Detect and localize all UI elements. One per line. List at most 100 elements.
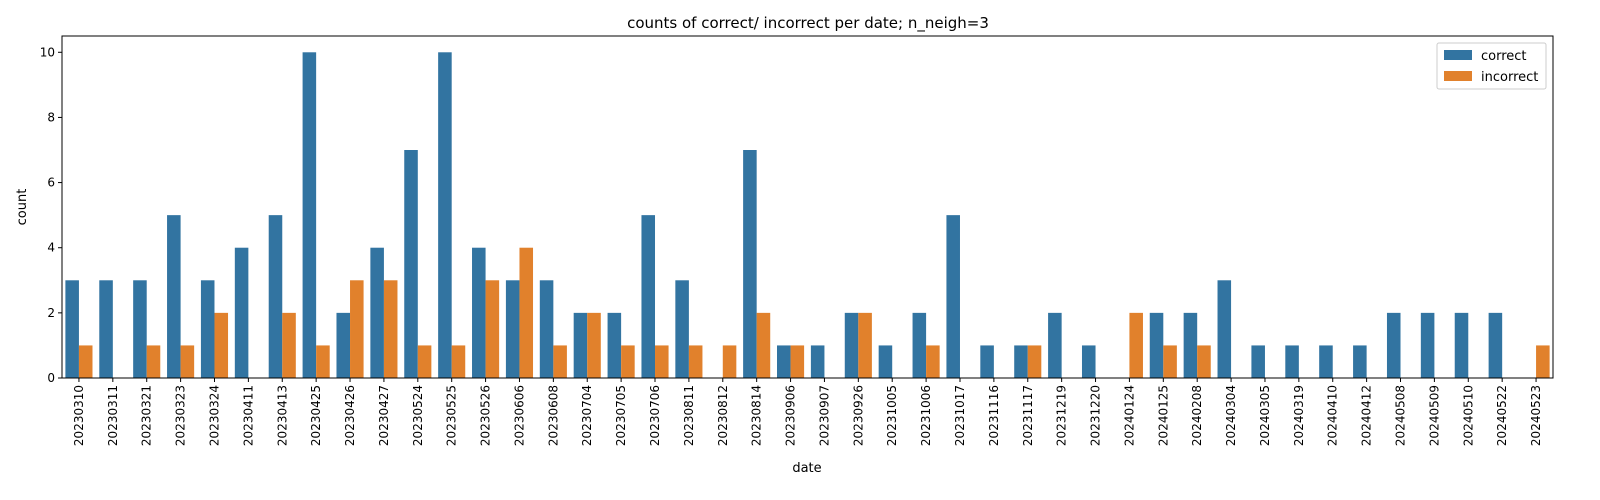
x-tick-label: 20240522 bbox=[1495, 385, 1509, 446]
bar-incorrect-20230812 bbox=[722, 345, 737, 378]
bar-correct-20240410 bbox=[1319, 345, 1333, 378]
x-tick-label: 20230906 bbox=[784, 385, 798, 446]
x-tick-label: 20230606 bbox=[512, 385, 526, 446]
bar-incorrect-20231117 bbox=[1027, 345, 1042, 378]
legend: correct incorrect bbox=[1436, 42, 1547, 90]
bar-correct-20230413 bbox=[268, 215, 283, 378]
bar-incorrect-20230324 bbox=[214, 312, 229, 378]
bar-correct-20230524 bbox=[404, 150, 418, 378]
x-tick-label: 20230812 bbox=[716, 385, 730, 446]
x-tick-label: 20230525 bbox=[445, 385, 459, 446]
bar-incorrect-20240208 bbox=[1197, 345, 1211, 378]
x-tick-label: 20230526 bbox=[479, 385, 493, 446]
x-tick-label: 20230705 bbox=[614, 385, 628, 446]
legend-swatch-correct bbox=[1444, 50, 1472, 60]
x-tick-label: 20240319 bbox=[1292, 385, 1306, 446]
x-tick-label: 20231006 bbox=[919, 385, 933, 446]
bar-correct-20231017 bbox=[946, 215, 960, 378]
x-tick-label: 20230425 bbox=[309, 385, 323, 446]
y-tick-label: 6 bbox=[47, 176, 55, 190]
bar-correct-20230606 bbox=[505, 280, 520, 378]
bar-correct-20231006 bbox=[912, 312, 927, 378]
bar-incorrect-20230427 bbox=[383, 280, 398, 378]
bar-incorrect-20230425 bbox=[316, 345, 330, 378]
bar-incorrect-20240125 bbox=[1163, 345, 1177, 378]
bar-incorrect-20230526 bbox=[485, 280, 500, 378]
x-tick-label: 20230704 bbox=[580, 385, 594, 446]
bar-correct-20230323 bbox=[167, 215, 181, 378]
x-tick-label: 20231220 bbox=[1089, 385, 1103, 446]
x-tick-label: 20240523 bbox=[1529, 385, 1543, 446]
bar-correct-20230411 bbox=[234, 247, 249, 378]
bar-incorrect-20230606 bbox=[519, 247, 534, 378]
bar-incorrect-20230413 bbox=[282, 312, 296, 378]
legend-label-incorrect: incorrect bbox=[1481, 70, 1538, 85]
bar-correct-20230426 bbox=[336, 312, 351, 378]
bar-incorrect-20240124 bbox=[1129, 312, 1143, 378]
x-tick-label: 20230926 bbox=[851, 385, 865, 446]
x-tick-label: 20231219 bbox=[1055, 385, 1069, 446]
y-tick-label: 2 bbox=[47, 306, 55, 320]
bar-correct-20240522 bbox=[1488, 312, 1503, 378]
bar-correct-20230525 bbox=[438, 52, 452, 378]
x-tick-label: 20231005 bbox=[885, 385, 899, 446]
x-tick-label: 20230311 bbox=[106, 385, 120, 446]
bar-correct-20230321 bbox=[133, 280, 147, 378]
x-tick-label: 20230811 bbox=[682, 385, 696, 446]
bar-correct-20240319 bbox=[1285, 345, 1299, 378]
bar-correct-20230907 bbox=[810, 345, 825, 378]
bar-incorrect-20230608 bbox=[553, 345, 567, 378]
x-tick-label: 20230411 bbox=[241, 385, 255, 446]
x-tick-label: 20240510 bbox=[1461, 385, 1475, 446]
x-tick-label: 20231017 bbox=[953, 385, 967, 446]
bar-correct-20230705 bbox=[607, 312, 622, 378]
bar-correct-20230906 bbox=[777, 345, 791, 378]
bar-correct-20240509 bbox=[1420, 312, 1435, 378]
y-axis-ticks: 0 2 4 6 8 10 bbox=[40, 45, 62, 385]
x-tick-label: 20230608 bbox=[546, 385, 560, 446]
x-tick-label: 20240305 bbox=[1258, 385, 1272, 446]
y-axis-label: count bbox=[15, 189, 30, 226]
bar-correct-20240125 bbox=[1149, 312, 1164, 378]
x-axis-label: date bbox=[792, 461, 821, 476]
bar-correct-20231219 bbox=[1048, 312, 1062, 378]
y-tick-label: 10 bbox=[40, 45, 55, 59]
bar-incorrect-20230323 bbox=[180, 345, 195, 378]
x-tick-label: 20240208 bbox=[1190, 385, 1204, 446]
bar-correct-20230706 bbox=[641, 215, 656, 378]
bar-correct-20230811 bbox=[675, 280, 689, 378]
x-tick-label: 20230426 bbox=[343, 385, 357, 446]
bar-correct-20240208 bbox=[1183, 312, 1198, 378]
bar-correct-20240305 bbox=[1251, 345, 1265, 378]
bar-incorrect-20230525 bbox=[451, 345, 466, 378]
bar-incorrect-20230814 bbox=[756, 312, 771, 378]
bar-incorrect-20231006 bbox=[926, 345, 940, 378]
x-tick-label: 20240410 bbox=[1326, 385, 1340, 446]
bar-correct-20240304 bbox=[1217, 280, 1232, 378]
bar-correct-20240412 bbox=[1353, 345, 1367, 378]
x-tick-label: 20231116 bbox=[987, 385, 1001, 446]
x-tick-label: 20230413 bbox=[275, 385, 289, 446]
y-tick-label: 4 bbox=[47, 241, 55, 255]
x-tick-label: 20230323 bbox=[174, 385, 188, 446]
x-tick-label: 20240124 bbox=[1122, 385, 1136, 446]
bar-incorrect-20230310 bbox=[78, 345, 93, 378]
bar-correct-20230814 bbox=[743, 150, 757, 378]
bar-correct-20240508 bbox=[1386, 312, 1401, 378]
x-tick-label: 20240509 bbox=[1427, 385, 1441, 446]
bar-correct-20231116 bbox=[980, 345, 994, 378]
x-tick-label: 20230524 bbox=[411, 385, 425, 446]
bar-incorrect-20230811 bbox=[688, 345, 703, 378]
x-tick-label: 20230427 bbox=[377, 385, 391, 446]
plot-frame bbox=[61, 35, 1554, 379]
x-tick-label: 20230321 bbox=[140, 385, 154, 446]
x-axis-ticks: 20230310 20230311 20230321 20230323 20230324… bbox=[72, 378, 1543, 446]
bar-incorrect-20230705 bbox=[621, 345, 635, 378]
x-tick-label: 20240412 bbox=[1360, 385, 1374, 446]
bar-incorrect-20230524 bbox=[417, 345, 432, 378]
bars-group bbox=[65, 52, 1550, 378]
bar-incorrect-20230704 bbox=[587, 312, 601, 378]
bar-correct-20230526 bbox=[472, 247, 486, 378]
bar-correct-20231117 bbox=[1014, 345, 1028, 378]
x-tick-label: 20230907 bbox=[817, 385, 831, 446]
